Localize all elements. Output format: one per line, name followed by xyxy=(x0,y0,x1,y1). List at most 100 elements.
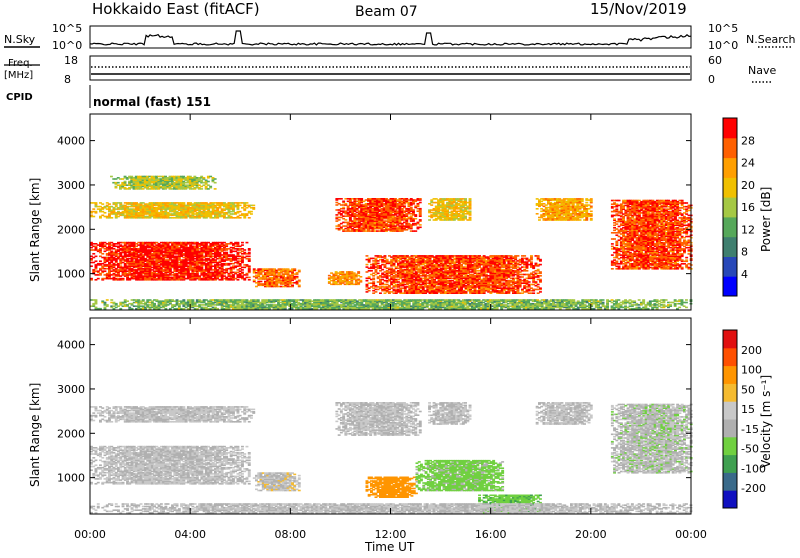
echo-cell xyxy=(296,276,299,278)
echo-cell xyxy=(95,211,98,213)
echo-cell xyxy=(104,212,107,214)
echo-cell xyxy=(414,218,417,220)
echo-cell xyxy=(95,202,98,204)
freq-label-1: Freq. xyxy=(8,58,33,69)
echo-cell xyxy=(342,201,345,203)
echo-cell xyxy=(119,202,122,204)
echo-cell xyxy=(359,276,362,278)
echo-cell xyxy=(366,280,369,282)
echo-cell xyxy=(101,203,104,205)
echo-cell xyxy=(182,202,185,204)
echo-cell xyxy=(377,263,380,265)
echo-cell xyxy=(338,219,341,221)
echo-cell xyxy=(209,186,212,188)
echo-cell xyxy=(241,244,244,246)
echo-cell xyxy=(95,256,98,258)
echo-cell xyxy=(248,265,251,267)
noise-panel: N.Sky 10^5 10^0 N.Search 10^5 10^0 xyxy=(4,22,796,52)
echo-cell xyxy=(246,202,249,204)
echo-cell xyxy=(214,188,217,190)
echo-cell xyxy=(419,224,422,226)
echo-cell xyxy=(92,208,95,210)
echo-cell xyxy=(298,270,301,272)
echo-cell xyxy=(419,198,422,200)
echo-cell xyxy=(237,279,240,281)
echo-cell xyxy=(372,278,375,280)
nsky-tick-bottom: 10^0 xyxy=(52,39,82,52)
echo-cell xyxy=(403,205,406,207)
echo-cell xyxy=(99,260,102,262)
cpid-label: CPID xyxy=(6,92,33,103)
echo-cell xyxy=(92,253,95,255)
echo-cell xyxy=(366,255,369,257)
echo-cell xyxy=(298,285,301,287)
echo-cell xyxy=(291,285,294,287)
echo-cell xyxy=(359,280,362,282)
echo-cell xyxy=(248,279,251,281)
echo-cell xyxy=(225,252,228,254)
echo-cell xyxy=(214,178,217,180)
echo-cell xyxy=(386,259,389,261)
echo-cell xyxy=(248,258,251,260)
cpid-panel: CPID normal (fast) 151 xyxy=(6,85,211,109)
echo-cell xyxy=(108,203,111,205)
echo-cell xyxy=(252,207,255,209)
echo-cell xyxy=(246,242,249,244)
echo-cell xyxy=(410,207,413,209)
echo-cell xyxy=(110,176,113,178)
nsearch-tick-bottom: 10^0 xyxy=(708,39,738,52)
echo-cell xyxy=(366,264,369,266)
echo-cell xyxy=(241,269,244,271)
echo-cell xyxy=(368,276,371,278)
nsearch-tick-top: 10^5 xyxy=(708,22,738,35)
nave-tick-top: 60 xyxy=(708,54,722,67)
echo-cell xyxy=(412,209,415,211)
echo-cell xyxy=(419,202,422,204)
freq-tick-top: 18 xyxy=(64,54,78,67)
echo-cell xyxy=(372,281,375,283)
echo-cell xyxy=(293,268,296,270)
echo-cell xyxy=(250,211,253,213)
echo-cell xyxy=(419,208,422,210)
station-title: Hokkaido East (fitACF) xyxy=(92,0,260,18)
echo-cell xyxy=(298,280,301,282)
echo-cell xyxy=(381,269,384,271)
echo-cell xyxy=(104,270,107,272)
echo-cell xyxy=(252,205,255,207)
echo-cell xyxy=(375,291,378,293)
echo-cell xyxy=(239,211,242,213)
power-echo-layer xyxy=(90,176,693,310)
echo-cell xyxy=(419,227,422,229)
date-label: 15/Nov/2019 xyxy=(590,0,687,18)
noise-sky-trace xyxy=(90,31,691,45)
echo-cell xyxy=(248,277,251,279)
echo-cell xyxy=(241,242,244,244)
echo-cell xyxy=(239,205,242,207)
echo-cell xyxy=(117,182,120,184)
echo-cell xyxy=(101,253,104,255)
echo-cell xyxy=(419,219,422,221)
echo-cell xyxy=(414,214,417,216)
echo-cell xyxy=(260,281,263,283)
freq-tick-bottom: 8 xyxy=(64,73,71,86)
echo-cell xyxy=(344,219,347,221)
echo-cell xyxy=(248,252,251,254)
echo-cell xyxy=(95,260,98,262)
nave-tick-bottom: 0 xyxy=(708,73,715,86)
echo-cell xyxy=(250,213,253,215)
echo-cell xyxy=(357,271,360,273)
echo-cell xyxy=(97,278,100,280)
echo-cell xyxy=(370,270,373,272)
echo-cell xyxy=(340,198,343,200)
echo-cell xyxy=(341,271,344,273)
freq-label-2: [MHz] xyxy=(4,70,33,81)
echo-cell xyxy=(377,273,380,275)
echo-cell xyxy=(342,207,345,209)
cpid-value: normal (fast) 151 xyxy=(93,95,211,109)
beam-label: Beam 07 xyxy=(355,4,418,20)
echo-cell xyxy=(124,181,127,183)
echo-cell xyxy=(239,217,242,219)
echo-cell xyxy=(344,203,347,205)
